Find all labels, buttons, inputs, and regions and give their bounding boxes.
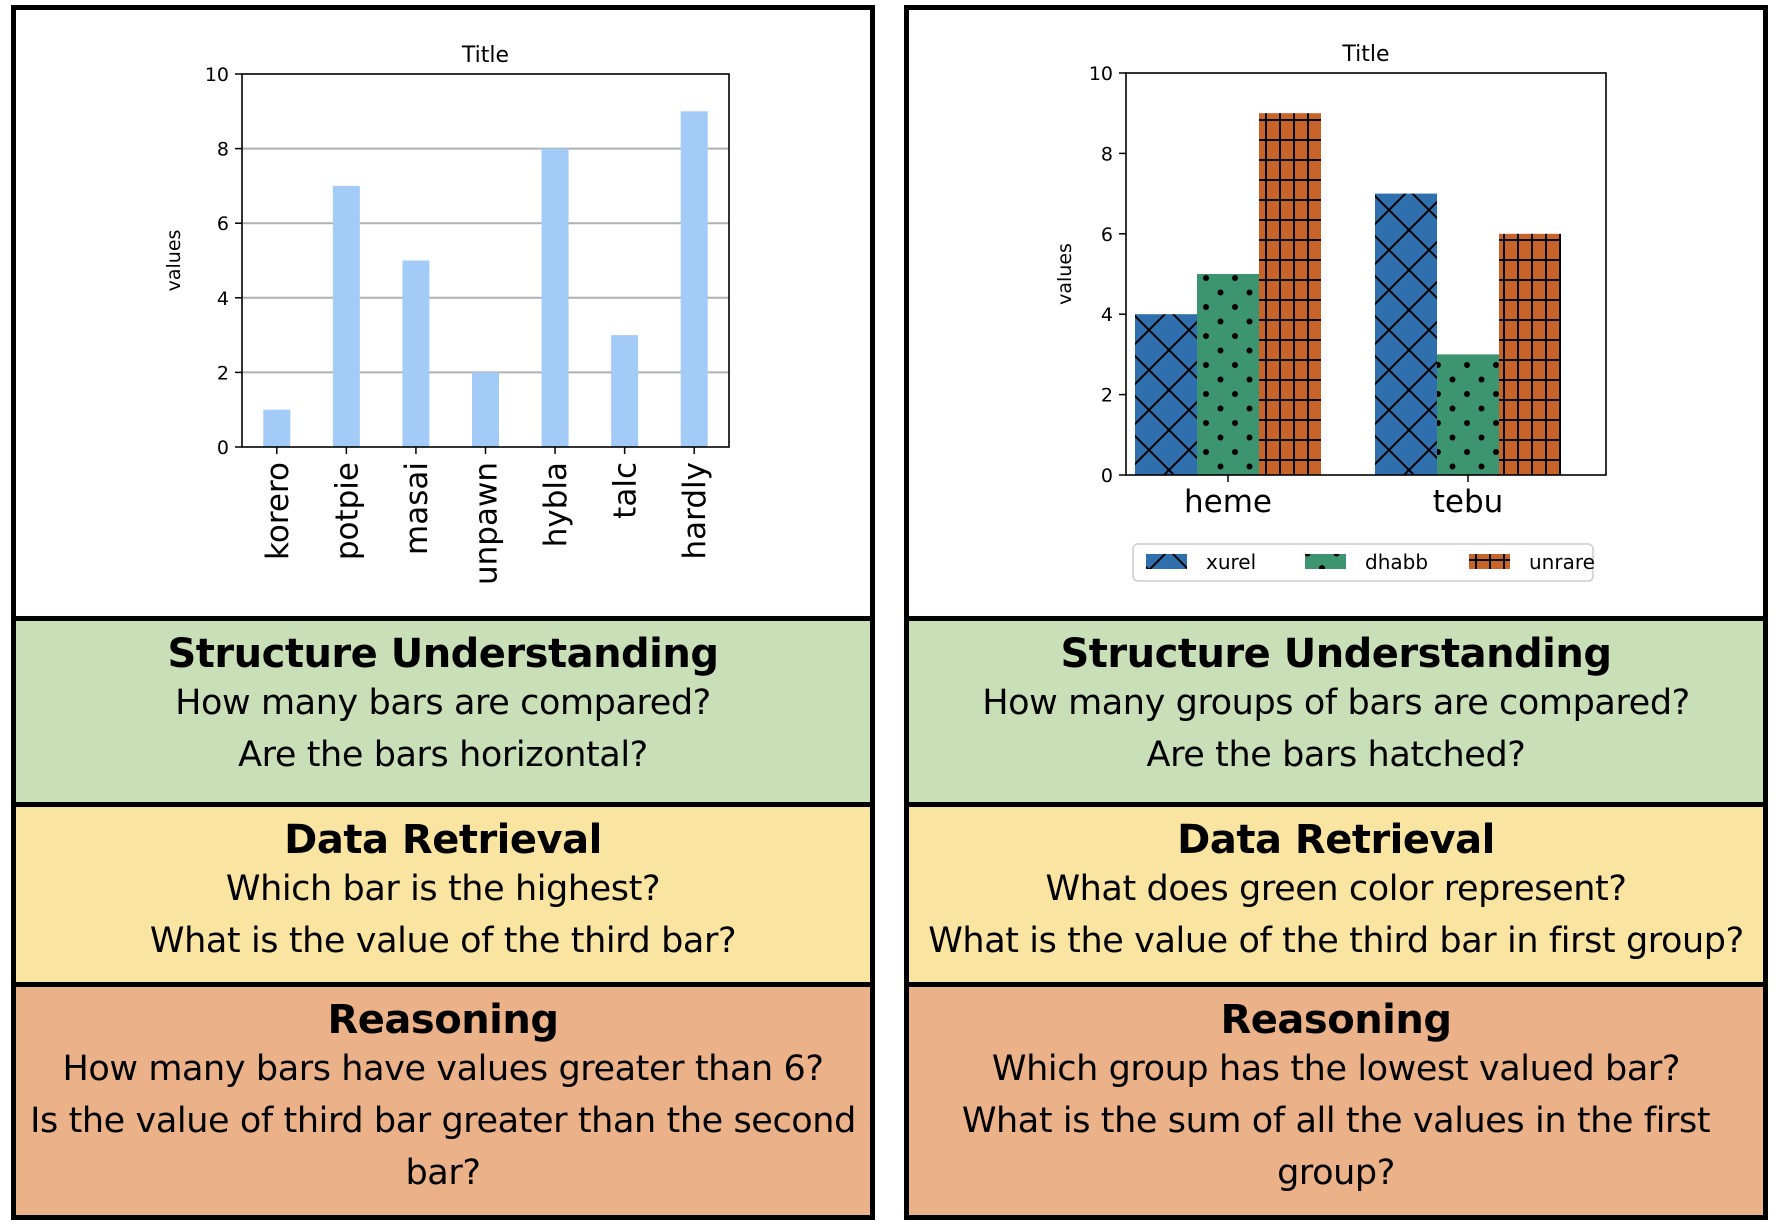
reasoning-section-left: Reasoning How many bars have values grea… [11, 987, 875, 1220]
bar [541, 148, 569, 447]
y-tick-label: 4 [217, 288, 229, 310]
bar [332, 185, 360, 447]
question-line: How many groups of bars are compared? [982, 683, 1690, 723]
x-tick-label: unpawn [469, 462, 505, 585]
question-line: How many bars are compared? [175, 683, 711, 723]
chart-title: Title [1341, 42, 1389, 67]
question-line: bar? [405, 1153, 481, 1193]
y-tick-label: 8 [1101, 143, 1113, 165]
section-title: Reasoning [327, 997, 559, 1043]
y-tick-label: 6 [217, 213, 229, 235]
legend-label: unrare [1529, 550, 1595, 574]
bar-unrare [1499, 233, 1561, 475]
grouped-bar-chart-right: heme tebu 0 2 4 6 8 10 Title values xurel dhabb unra… [904, 5, 1768, 621]
y-tick-label: 0 [1101, 465, 1113, 487]
legend-frame [1132, 543, 1594, 582]
legend-swatch-xurel [1146, 554, 1187, 569]
bar [680, 111, 708, 448]
left-panel: 0 2 4 6 8 10 korero potpie masai unpawn hybla talc h… [11, 5, 875, 1220]
legend-label: xurel [1206, 550, 1256, 574]
question-line: What is the value of the third bar? [149, 921, 737, 961]
bar [611, 335, 639, 447]
legend-label: dhabb [1365, 550, 1428, 574]
chart-title: Title [461, 43, 509, 68]
y-axis-label: values [163, 230, 185, 292]
y-tick-label: 10 [205, 64, 229, 86]
y-tick-label: 10 [1089, 63, 1113, 85]
y-tick-label: 2 [1101, 385, 1113, 407]
bar-unrare [1259, 113, 1321, 475]
bar-xurel [1135, 314, 1197, 475]
x-tick-label: talc [608, 462, 644, 519]
bar [472, 372, 499, 447]
section-title: Structure Understanding [167, 631, 719, 677]
section-title: Structure Understanding [1060, 631, 1612, 677]
bar [402, 260, 430, 447]
section-title: Data Retrieval [284, 817, 602, 863]
data-retrieval-section-left: Data Retrieval Which bar is the highest?… [11, 807, 875, 987]
bar-dhabb [1197, 274, 1259, 475]
data-retrieval-section-right: Data Retrieval What does green color rep… [904, 807, 1768, 987]
question-line: Are the bars horizontal? [238, 735, 648, 775]
question-line: Which group has the lowest valued bar? [991, 1049, 1681, 1089]
y-tick-label: 8 [217, 139, 229, 161]
bar [263, 409, 291, 447]
question-line: How many bars have values greater than 6… [62, 1049, 824, 1089]
question-line: Which bar is the highest? [225, 869, 661, 909]
structure-understanding-section-left: Structure Understanding How many bars ar… [11, 621, 875, 807]
legend: xurel dhabb unrare [1132, 543, 1595, 582]
section-title: Reasoning [1220, 997, 1452, 1043]
y-tick-label: 2 [217, 362, 229, 384]
y-tick-label: 0 [217, 437, 229, 459]
x-tick-label: tebu [1433, 484, 1504, 520]
x-tick-label: korero [260, 462, 296, 560]
x-tick-label: hybla [538, 462, 574, 547]
bar-xurel [1375, 193, 1437, 475]
section-title: Data Retrieval [1177, 817, 1495, 863]
grouped-bar-chart-right-svg: heme tebu 0 2 4 6 8 10 Title values xurel dhabb unra… [1054, 42, 1607, 582]
x-tick-label: potpie [329, 462, 365, 560]
structure-understanding-section-right: Structure Understanding How many groups … [904, 621, 1768, 807]
question-line: Are the bars hatched? [1146, 735, 1526, 775]
question-line: What is the sum of all the values in the… [961, 1101, 1711, 1141]
x-tick-label: hardly [677, 462, 713, 559]
question-line: What does green color represent? [1045, 869, 1627, 909]
reasoning-section-right: Reasoning Which group has the lowest val… [904, 987, 1768, 1220]
legend-swatch-unrare [1469, 554, 1510, 569]
right-panel: heme tebu 0 2 4 6 8 10 Title values xurel dhabb unra… [904, 5, 1768, 1220]
bar-dhabb [1437, 354, 1499, 475]
question-line: Is the value of third bar greater than t… [30, 1101, 856, 1141]
x-tick-label: heme [1184, 484, 1272, 520]
y-tick-label: 4 [1101, 304, 1113, 326]
x-tick-label: masai [399, 462, 435, 555]
question-line: group? [1277, 1153, 1395, 1193]
legend-swatch-dhabb [1305, 554, 1346, 569]
bar-chart-left: 0 2 4 6 8 10 korero potpie masai unpawn hybla talc h… [11, 5, 875, 621]
plot-frame [1125, 72, 1607, 476]
bar-chart-left-svg: 0 2 4 6 8 10 korero potpie masai unpawn hybla talc h… [163, 43, 730, 585]
question-line: What is the value of the third bar in fi… [928, 921, 1744, 961]
y-axis-label: values [1054, 243, 1076, 305]
y-tick-label: 6 [1101, 224, 1113, 246]
